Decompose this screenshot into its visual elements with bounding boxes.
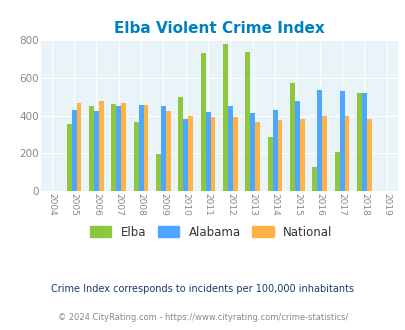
- Bar: [71, 110, 77, 191]
- Bar: [249, 113, 255, 191]
- Bar: [183, 119, 188, 191]
- Bar: [160, 106, 166, 191]
- Bar: [316, 90, 322, 191]
- Bar: [311, 167, 316, 191]
- Bar: [232, 117, 237, 191]
- Bar: [294, 101, 299, 191]
- Bar: [166, 111, 171, 191]
- Bar: [99, 101, 104, 191]
- Bar: [361, 93, 366, 191]
- Bar: [133, 122, 138, 191]
- Bar: [366, 119, 371, 191]
- Bar: [200, 53, 205, 191]
- Bar: [227, 106, 232, 191]
- Bar: [178, 97, 183, 191]
- Title: Elba Violent Crime Index: Elba Violent Crime Index: [113, 21, 324, 36]
- Bar: [121, 103, 126, 191]
- Bar: [277, 120, 282, 191]
- Bar: [77, 103, 81, 191]
- Bar: [267, 137, 272, 191]
- Bar: [356, 93, 361, 191]
- Text: Crime Index corresponds to incidents per 100,000 inhabitants: Crime Index corresponds to incidents per…: [51, 284, 354, 294]
- Bar: [222, 44, 227, 191]
- Bar: [210, 117, 215, 191]
- Bar: [94, 111, 99, 191]
- Bar: [188, 115, 193, 191]
- Bar: [339, 91, 344, 191]
- Bar: [322, 116, 326, 191]
- Bar: [245, 52, 249, 191]
- Bar: [205, 112, 210, 191]
- Bar: [334, 151, 339, 191]
- Bar: [116, 106, 121, 191]
- Bar: [344, 116, 349, 191]
- Bar: [143, 105, 148, 191]
- Bar: [255, 122, 260, 191]
- Bar: [138, 105, 143, 191]
- Text: © 2024 CityRating.com - https://www.cityrating.com/crime-statistics/: © 2024 CityRating.com - https://www.city…: [58, 313, 347, 322]
- Bar: [272, 110, 277, 191]
- Bar: [156, 154, 160, 191]
- Bar: [89, 106, 94, 191]
- Bar: [289, 83, 294, 191]
- Bar: [111, 104, 116, 191]
- Legend: Elba, Alabama, National: Elba, Alabama, National: [85, 221, 337, 243]
- Bar: [66, 124, 71, 191]
- Bar: [299, 119, 304, 191]
